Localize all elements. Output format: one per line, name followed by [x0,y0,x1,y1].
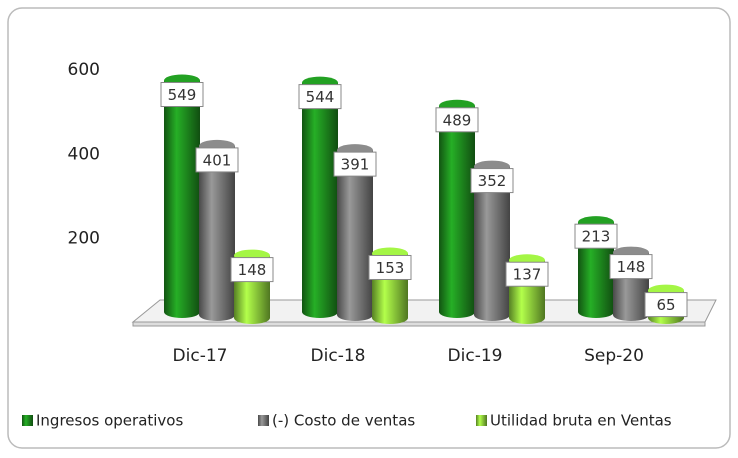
data-label: 549 [168,86,197,104]
y-tick-label: 200 [68,229,100,249]
data-label-box [609,254,653,280]
data-label-box [298,84,342,110]
data-label-box [160,82,204,108]
data-label: 391 [341,156,370,174]
bar [199,145,235,315]
data-label-box [368,254,412,280]
x-tick-label: Sep-20 [584,346,644,366]
bar [164,80,200,312]
legend-label: Ingresos operativos [36,412,183,430]
y-tick-label: 400 [68,144,100,164]
data-label: 489 [443,111,472,129]
data-label-box [230,257,274,283]
legend-label: Utilidad bruta en Ventas [490,412,672,430]
bar [302,82,338,312]
x-tick-label: Dic-17 [173,346,228,366]
data-label: 352 [478,172,507,190]
data-label-box [644,292,688,318]
data-label-box [195,147,239,173]
data-label: 137 [513,266,542,284]
data-label: 213 [582,228,611,246]
legend-swatch [22,415,33,426]
data-label-box [435,107,479,133]
data-label: 148 [238,261,267,279]
data-label: 148 [617,258,646,276]
x-tick-label: Dic-18 [311,346,366,366]
legend-swatch [258,415,269,426]
bar [337,150,373,315]
data-label-box [333,151,377,177]
y-tick-label: 600 [68,60,100,80]
floor-edge [132,321,706,327]
legend-label: (-) Costo de ventas [272,412,415,430]
data-label: 544 [306,88,335,106]
x-tick-label: Dic-19 [448,346,503,366]
data-label-box [505,261,549,287]
data-label: 153 [376,259,405,277]
bar [439,105,475,313]
data-label: 401 [203,151,232,169]
data-label-box [470,168,514,194]
data-label-box [574,223,618,249]
data-label: 65 [656,296,675,314]
legend-swatch [476,415,487,426]
